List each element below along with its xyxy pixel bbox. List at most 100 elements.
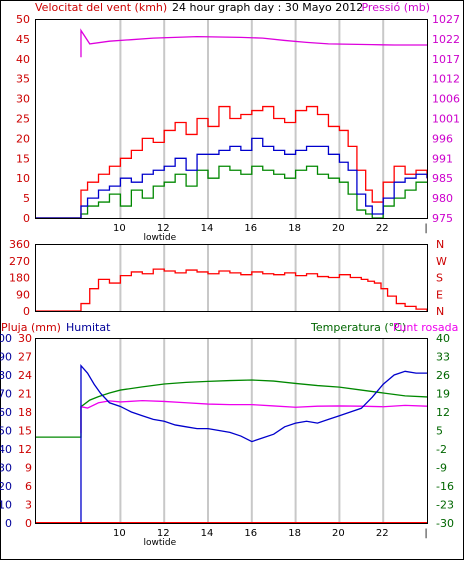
- x-tick-label: |: [424, 223, 427, 234]
- x-axis-label: lowtide: [143, 233, 176, 243]
- x-tick-label: 10: [113, 528, 126, 539]
- rain-y-tick: 18: [18, 406, 32, 419]
- wind-y-tick: 10: [16, 172, 30, 185]
- pressure-y-tick: 1017: [432, 53, 460, 66]
- temperature-y-tick: -23: [436, 499, 454, 512]
- x-tick-label: 12: [157, 528, 170, 539]
- x-tick-label: 18: [288, 223, 301, 234]
- humidity-y-tick: 100: [0, 332, 12, 345]
- dewpoint-series-line: [80, 399, 428, 434]
- temperature-series-line: [35, 379, 428, 438]
- humidity-y-tick: 90: [0, 351, 12, 364]
- pressure-y-tick: 991: [432, 152, 453, 165]
- legend-rain: Pluja (mm): [1, 321, 61, 334]
- pressure-y-tick: 975: [432, 212, 453, 225]
- chart-title: 24 hour graph day : 30 Mayo 2012: [172, 1, 363, 14]
- average-wind-series-line: [35, 137, 428, 219]
- direction-y-tick: 0: [23, 305, 30, 318]
- wind-y-tick: 5: [23, 192, 30, 205]
- x-tick-label: 14: [201, 528, 214, 539]
- humidity-y-tick: 70: [0, 388, 12, 401]
- x-tick-label: 18: [288, 528, 301, 539]
- pressure-series-line: [80, 28, 427, 58]
- humidity-y-tick: 30: [0, 462, 12, 475]
- wind-y-tick: 25: [16, 113, 30, 126]
- compass-tick: N: [436, 305, 444, 318]
- pressure-y-tick: 985: [432, 172, 453, 185]
- rain-y-tick: 3: [25, 499, 32, 512]
- x-tick-label: 10: [113, 223, 126, 234]
- humidity-y-tick: 50: [0, 425, 12, 438]
- wind-pressure-panel: 0 5 10 15 20 25 30 35 40 45 50 975 980 985 991 996 1001 1…: [16, 13, 460, 243]
- compass-tick: S: [436, 272, 443, 285]
- temp-humidity-panel: 0102030405060708090100036912151821242730…: [0, 332, 454, 548]
- wind-y-tick: 20: [16, 132, 30, 145]
- direction-series-line: [35, 268, 428, 312]
- wind-y-tick: 45: [16, 33, 30, 46]
- wind-y-tick: 15: [16, 152, 30, 165]
- pressure-y-tick: 1001: [432, 113, 460, 126]
- direction-y-tick: 90: [16, 288, 30, 301]
- rain-y-tick: 24: [18, 369, 32, 382]
- x-tick-label: 22: [376, 528, 389, 539]
- legend-temperature: Temperatura (°C): [310, 321, 406, 334]
- wind-y-tick: 0: [23, 212, 30, 225]
- temperature-y-tick: 26: [436, 369, 450, 382]
- temperature-y-tick: 5: [436, 425, 443, 438]
- pressure-y-tick: 1012: [432, 73, 460, 86]
- pressure-axis-label: Pressió (mb): [361, 1, 430, 14]
- direction-y-tick: 270: [9, 255, 30, 268]
- temperature-y-tick: 12: [436, 406, 450, 419]
- x-tick-label: 20: [332, 223, 345, 234]
- minimum-wind-series-line: [35, 165, 427, 219]
- rain-y-tick: 9: [25, 462, 32, 475]
- pressure-y-tick: 980: [432, 192, 453, 205]
- humidity-y-tick: 40: [0, 443, 12, 456]
- legend-humidity: Humitat: [66, 321, 111, 334]
- x-tick-label: 20: [332, 528, 345, 539]
- wind-y-tick: 30: [16, 93, 30, 106]
- gust-series-line: [35, 105, 428, 219]
- temperature-y-tick: -9: [436, 462, 447, 475]
- compass-tick: N: [436, 238, 444, 251]
- temperature-y-tick: -16: [436, 480, 454, 493]
- direction-y-tick: 180: [9, 272, 30, 285]
- temperature-y-tick: -2: [436, 443, 447, 456]
- wind-y-tick: 35: [16, 73, 30, 86]
- pressure-y-tick: 1022: [432, 33, 460, 46]
- humidity-y-tick: 60: [0, 406, 12, 419]
- rain-y-tick: 12: [18, 443, 32, 456]
- pressure-y-tick: 1027: [432, 13, 460, 26]
- wind-y-tick: 40: [16, 53, 30, 66]
- temperature-y-tick: 40: [436, 332, 450, 345]
- x-axis-label: lowtide: [143, 538, 176, 548]
- x-tick-label: |: [424, 528, 427, 539]
- pressure-y-tick: 996: [432, 132, 453, 145]
- pressure-y-tick: 1006: [432, 93, 460, 106]
- compass-tick: E: [436, 288, 443, 301]
- compass-tick: W: [436, 255, 447, 268]
- rain-y-tick: 30: [18, 332, 32, 345]
- temperature-y-tick: -30: [436, 517, 454, 530]
- rain-y-tick: 21: [18, 388, 32, 401]
- wind-panel-frame: [35, 19, 428, 219]
- wind-axis-label: Velocitat del vent (kmh): [35, 1, 167, 14]
- x-tick-label: 14: [201, 223, 214, 234]
- x-tick-label: 22: [376, 223, 389, 234]
- wind-y-tick: 50: [16, 13, 30, 26]
- direction-panel-frame: [35, 244, 428, 312]
- legend-dewpoint: Punt rosada: [393, 321, 458, 334]
- humidity-y-tick: 20: [0, 480, 12, 493]
- humidity-y-tick: 10: [0, 499, 12, 512]
- direction-y-tick: 360: [9, 238, 30, 251]
- rain-y-tick: 27: [18, 351, 32, 364]
- temperature-y-tick: 19: [436, 388, 450, 401]
- rain-y-tick: 15: [18, 425, 32, 438]
- humidity-y-tick: 0: [5, 517, 12, 530]
- temp-panel-frame: [35, 338, 428, 524]
- x-tick-label: 16: [244, 528, 257, 539]
